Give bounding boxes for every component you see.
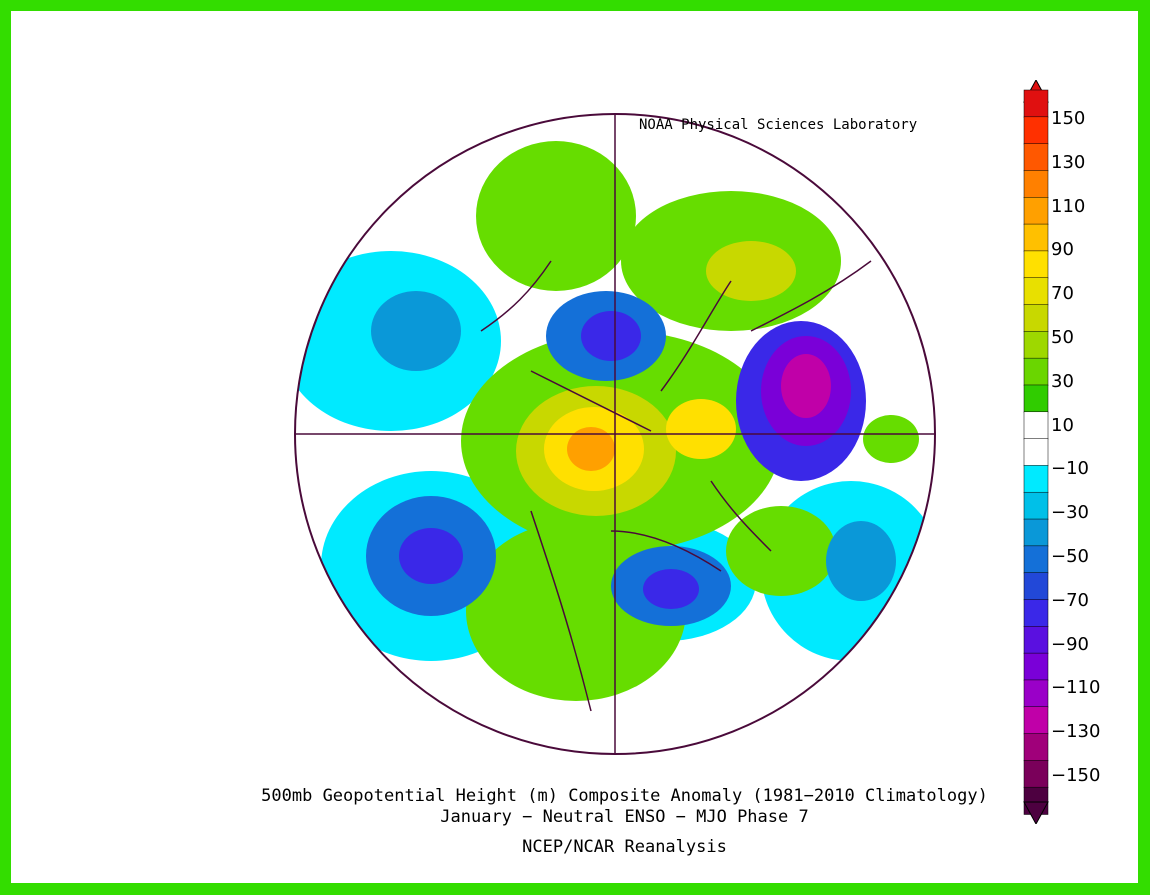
colorbar-swatch <box>1023 116 1049 145</box>
colorbar-label: −150 <box>1051 765 1101 786</box>
colorbar <box>1023 80 1049 824</box>
colorbar-label: 30 <box>1051 370 1074 392</box>
map-frame: NOAA Physical Sciences Laboratory 500mb … <box>11 11 1138 883</box>
colorbar-swatch <box>1023 384 1049 413</box>
pos-region-atlantic <box>726 506 836 596</box>
colorbar-swatch <box>1023 465 1049 493</box>
colorbar-swatch <box>1023 250 1049 279</box>
pos-region-asia <box>476 141 636 291</box>
pos-core-center <box>567 427 615 471</box>
colorbar-swatch <box>1023 411 1049 440</box>
colorbar-bottom-arrow <box>1023 801 1049 824</box>
colorbar-label: −110 <box>1051 677 1101 699</box>
map-subtitle: January − Neutral ENSO − MJO Phase 7 <box>440 807 809 827</box>
colorbar-swatch <box>1023 170 1049 199</box>
coastline <box>480 260 872 712</box>
colorbar-swatch <box>1023 223 1049 252</box>
pos-core-east <box>666 399 736 459</box>
colorbar-swatch <box>1023 599 1049 628</box>
colorbar-label: 50 <box>1051 327 1074 348</box>
neg-core-labrador-inner <box>643 569 699 609</box>
colorbar-label: −50 <box>1051 546 1089 567</box>
neg-core-pacific-inner <box>399 528 463 584</box>
colorbar-label: 110 <box>1051 195 1086 217</box>
colorbar-swatch <box>1023 331 1049 359</box>
colorbar-label: −70 <box>1051 589 1089 611</box>
colorbar-swatch <box>1023 438 1049 467</box>
colorbar-swatch <box>1023 652 1049 681</box>
neg-core-europe-inner <box>781 354 831 418</box>
colorbar-label: −10 <box>1051 458 1089 480</box>
colorbar-swatch <box>1023 626 1049 654</box>
colorbar-swatch <box>1023 143 1049 172</box>
colorbar-label: 70 <box>1051 283 1074 305</box>
neg-core-west <box>371 291 461 371</box>
colorbar-label: 130 <box>1051 151 1086 173</box>
colorbar-swatch <box>1023 491 1049 520</box>
map-source: NCEP/NCAR Reanalysis <box>522 837 727 857</box>
colorbar-swatch <box>1023 277 1049 306</box>
colorbar-swatch <box>1023 197 1049 225</box>
colorbar-label: −90 <box>1051 633 1089 655</box>
colorbar-swatch <box>1023 545 1049 574</box>
colorbar-swatch <box>1023 733 1049 762</box>
neg-core-atlantic <box>826 521 896 601</box>
pos-core-europe <box>706 241 796 301</box>
colorbar-swatch <box>1023 679 1049 708</box>
colorbar-label: −130 <box>1051 721 1101 743</box>
colorbar-swatch <box>1023 357 1049 386</box>
colorbar-swatch <box>1023 706 1049 735</box>
colorbar-swatch <box>1023 760 1049 788</box>
colorbar-label: 10 <box>1051 414 1074 436</box>
polar-map <box>294 113 936 755</box>
map-boundary <box>294 113 936 755</box>
colorbar-label: 150 <box>1051 108 1086 129</box>
credit-label: NOAA Physical Sciences Laboratory <box>639 117 918 133</box>
colorbar-swatch <box>1023 518 1049 547</box>
colorbar-svg <box>1023 80 1049 824</box>
colorbar-swatch <box>1023 89 1049 118</box>
colorbar-label: −30 <box>1051 502 1089 524</box>
colorbar-swatch <box>1023 304 1049 333</box>
colorbar-swatch <box>1023 572 1049 601</box>
colorbar-label: 90 <box>1051 239 1074 261</box>
pos-region-east <box>863 415 919 463</box>
neg-core-arctic-inner <box>581 311 641 361</box>
map-title: 500mb Geopotential Height (m) Composite … <box>261 786 988 806</box>
